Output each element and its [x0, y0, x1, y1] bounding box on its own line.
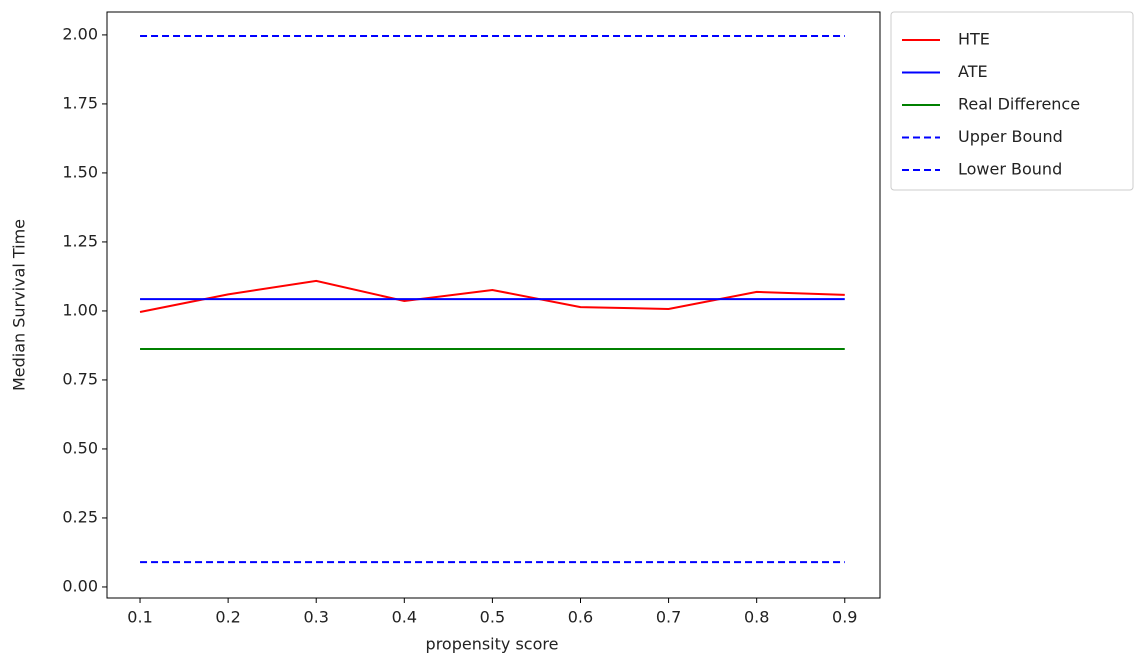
x-tick-label: 0.8 [744, 608, 769, 627]
legend-label: Upper Bound [958, 127, 1063, 146]
legend-label: ATE [958, 62, 988, 81]
plot-frame [106, 11, 881, 599]
y-tick-label: 0.00 [62, 576, 98, 595]
y-tick-label: 1.00 [62, 300, 98, 319]
x-tick-label: 0.7 [656, 608, 681, 627]
y-tick-label: 1.25 [62, 231, 98, 250]
legend-box [890, 11, 1134, 191]
x-tick-label: 0.9 [832, 608, 857, 627]
legend-label: Real Difference [958, 95, 1080, 114]
legend-label: Lower Bound [958, 160, 1062, 179]
y-tick-label: 1.75 [62, 93, 98, 112]
x-axis-label: propensity score [426, 635, 559, 654]
series-line [139, 279, 845, 314]
x-tick-label: 0.1 [127, 608, 152, 627]
y-tick-label: 0.75 [62, 369, 98, 388]
y-axis-label: Median Survival Time [10, 219, 29, 391]
y-tick-label: 0.50 [62, 438, 98, 457]
x-tick-label: 0.6 [568, 608, 593, 627]
y-tick-label: 2.00 [62, 24, 98, 43]
x-tick-label: 0.2 [215, 608, 240, 627]
x-tick-label: 0.4 [392, 608, 417, 627]
y-tick-label: 0.25 [62, 507, 98, 526]
x-tick-label: 0.5 [480, 608, 505, 627]
legend-label: HTE [958, 30, 990, 49]
x-tick-label: 0.3 [303, 608, 328, 627]
y-tick-label: 1.50 [62, 162, 98, 181]
